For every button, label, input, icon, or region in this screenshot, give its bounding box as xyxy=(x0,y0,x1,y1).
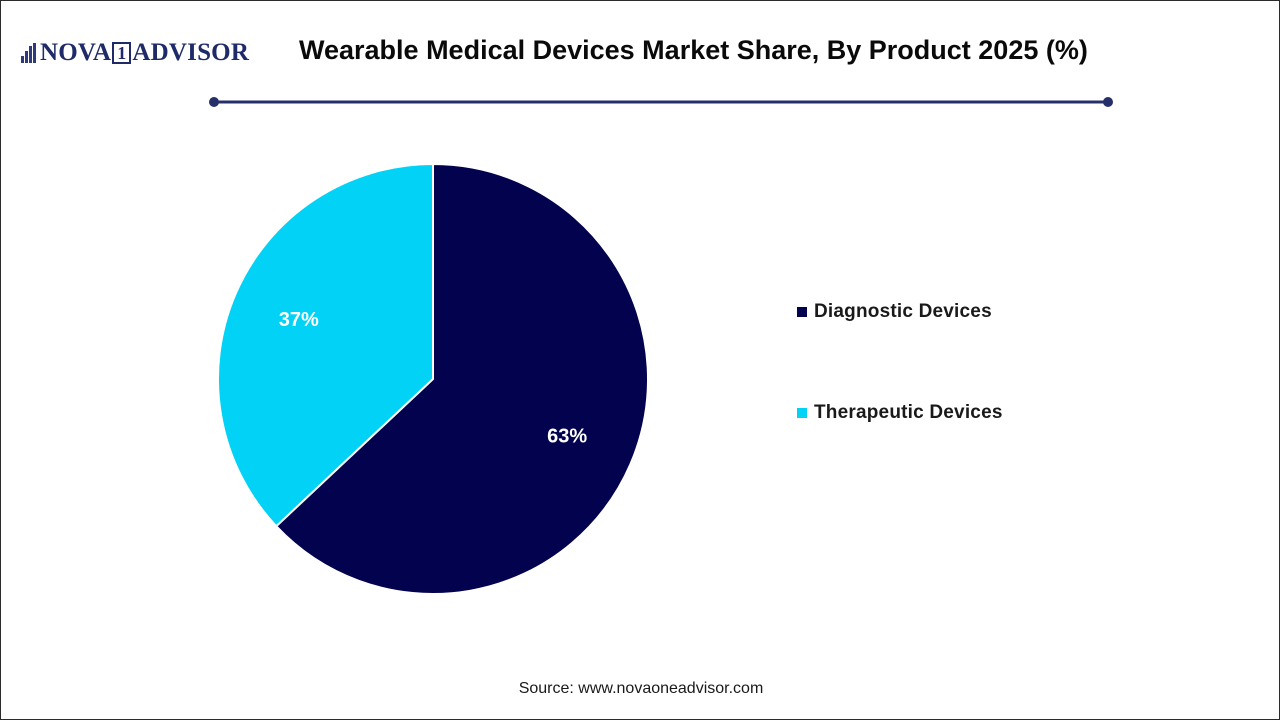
pie-slice-diagnostic-devices xyxy=(274,162,649,595)
divider-dot-right xyxy=(1103,97,1113,107)
bar-chart-icon xyxy=(21,43,37,63)
brand-name-part2: ADVISOR xyxy=(132,39,250,66)
brand-wordmark: NOVA 1 ADVISOR xyxy=(40,39,249,67)
chart-title: Wearable Medical Devices Market Share, B… xyxy=(299,35,1088,65)
brand-name-one: 1 xyxy=(112,42,132,64)
brand-logo: NOVA 1 ADVISOR xyxy=(21,39,249,67)
source-note: Source: www.novaoneadvisor.com xyxy=(518,680,764,697)
brand-name-part1: NOVA xyxy=(40,39,112,66)
legend-item-therapeutic: Therapeutic Devices xyxy=(797,400,1003,426)
divider-dot-left xyxy=(209,97,219,107)
legend-label-diagnostic: Diagnostic Devices xyxy=(814,301,992,322)
legend-swatch-therapeutic xyxy=(797,408,807,418)
chart-legend: Diagnostic Devices Therapeutic Devices xyxy=(797,299,1003,501)
pie-slice-therapeutic-devices xyxy=(217,162,434,528)
pie-chart: 63% 37% xyxy=(217,162,649,595)
legend-swatch-diagnostic xyxy=(797,307,807,317)
data-label-diagnostic-devices: 63% xyxy=(547,425,587,447)
data-label-therapeutic-devices: 37% xyxy=(279,309,319,331)
legend-item-diagnostic: Diagnostic Devices xyxy=(797,299,1003,325)
title-divider xyxy=(209,97,1113,107)
legend-label-therapeutic: Therapeutic Devices xyxy=(814,402,1003,423)
